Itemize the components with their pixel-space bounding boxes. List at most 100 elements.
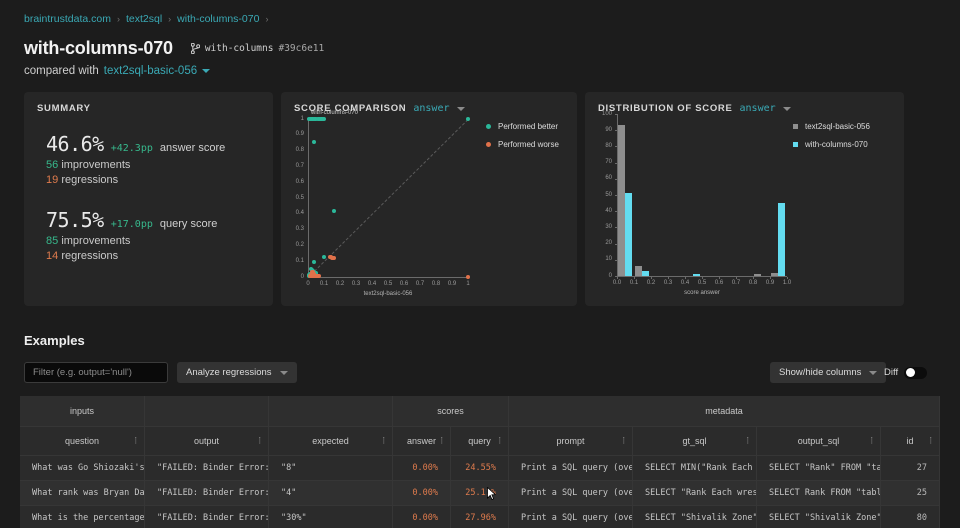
distribution-title-text: DISTRIBUTION OF SCORE (598, 103, 733, 114)
column-menu-kebab-icon[interactable]: ⁞ (622, 435, 625, 446)
distribution-metric-selector[interactable]: answer (739, 103, 776, 114)
column-menu-kebab-icon[interactable]: ⁞ (498, 435, 501, 446)
table-column-header-answer[interactable]: answer ⁞ (393, 427, 451, 456)
histogram-bar (754, 274, 761, 276)
table-cell-expected[interactable]: "4" (269, 481, 393, 506)
table-cell-gt_sql[interactable]: SELECT "Shivalik Zone" F… (633, 506, 757, 528)
answer-regressions-label: regressions (61, 174, 119, 186)
legend-item[interactable]: text2sql-basic-056 (793, 122, 870, 131)
branch-chip[interactable]: with-columns #39c6e11 (190, 43, 325, 54)
metric-answer-score: 46.6% +42.3pp answer score 56 improvemen… (24, 132, 273, 186)
table-cell-question[interactable]: What was Go Shiozaki's r… (20, 456, 145, 481)
table-cell-output_sql[interactable]: SELECT "Shivalik Zone"/(… (757, 506, 881, 528)
table-row[interactable]: What is the percentage o…"FAILED: Binder… (20, 506, 940, 528)
table-cell-output[interactable]: "FAILED: Binder Error: N… (145, 506, 269, 528)
column-menu-kebab-icon[interactable]: ⁞ (870, 435, 873, 446)
table-column-header-output[interactable]: output ⁞ (145, 427, 269, 456)
show-hide-columns-label: Show/hide columns (779, 367, 862, 378)
table-cell-output[interactable]: "FAILED: Binder Error: R… (145, 481, 269, 506)
y-tick-mark (615, 227, 617, 229)
table-cell-id[interactable]: 80 (881, 506, 940, 528)
table-column-header-question[interactable]: question ⁞ (20, 427, 145, 456)
table-cell-id[interactable]: 25 (881, 481, 940, 506)
breadcrumb-item-0[interactable]: braintrustdata.com (24, 13, 111, 25)
column-menu-kebab-icon[interactable]: ⁞ (929, 435, 932, 446)
distribution-legend: text2sql-basic-056 with-columns-070 (793, 122, 870, 158)
breadcrumb-item-2[interactable]: with-columns-070 (177, 13, 260, 25)
table-cell-question[interactable]: What is the percentage o… (20, 506, 145, 528)
distribution-title: DISTRIBUTION OF SCORE answer (585, 92, 904, 114)
table-cell-output[interactable]: "FAILED: Binder Error: R… (145, 456, 269, 481)
filter-input[interactable]: Filter (e.g. output='null') (24, 362, 168, 383)
table-cell-expected[interactable]: "30%" (269, 506, 393, 528)
table-column-header-row: question ⁞ output ⁞ expected ⁞ answer ⁞ query ⁞ pr… (20, 427, 940, 456)
table-cell-prompt[interactable]: Print a SQL query (over … (509, 481, 633, 506)
y-tick-label: 0 (300, 273, 304, 280)
scatter-point (465, 274, 471, 280)
legend-item[interactable]: Performed worse (486, 140, 559, 149)
chevron-down-icon[interactable] (202, 69, 211, 73)
table-cell-output_sql[interactable]: SELECT Rank FROM "table"… (757, 481, 881, 506)
column-menu-kebab-icon[interactable]: ⁞ (382, 435, 385, 446)
table-cell-answer[interactable]: 0.00% (393, 481, 451, 506)
table-cell-query[interactable]: 25.11% (451, 481, 509, 506)
x-tick-mark (634, 277, 635, 279)
column-menu-kebab-icon[interactable]: ⁞ (134, 435, 137, 446)
table-column-header-expected[interactable]: expected ⁞ (269, 427, 393, 456)
scatter-point (332, 256, 337, 261)
legend-label: Performed worse (498, 140, 559, 149)
table-column-header-output_sql[interactable]: output_sql ⁞ (757, 427, 881, 456)
legend-item[interactable]: Performed better (486, 122, 559, 131)
chevron-down-icon[interactable] (456, 106, 465, 111)
diff-toggle[interactable] (904, 366, 928, 379)
column-menu-kebab-icon[interactable]: ⁞ (746, 435, 749, 446)
table-column-header-label: question (64, 436, 100, 446)
git-branch-icon (190, 43, 200, 54)
table-cell-gt_sql[interactable]: SELECT "Rank Each wrestl… (633, 481, 757, 506)
query-regressions-count: 14 (46, 250, 59, 262)
y-tick-mark (615, 276, 617, 277)
metric-query-score: 75.5% +17.0pp query score 85 improvement… (24, 208, 273, 262)
breadcrumb-item-1[interactable]: text2sql (125, 13, 163, 25)
query-regressions-label: regressions (61, 250, 119, 262)
table-cell-expected[interactable]: "8" (269, 456, 393, 481)
table-row[interactable]: What was Go Shiozaki's r…"FAILED: Binder… (20, 456, 940, 481)
table-row[interactable]: What rank was Bryan Dani…"FAILED: Binder… (20, 481, 940, 506)
column-menu-kebab-icon[interactable]: ⁞ (440, 435, 443, 446)
chevron-down-icon (279, 370, 288, 375)
legend-item[interactable]: with-columns-070 (793, 140, 870, 149)
y-tick-mark (615, 178, 617, 180)
table-cell-question[interactable]: What rank was Bryan Dani… (20, 481, 145, 506)
table-column-header-gt_sql[interactable]: gt_sql ⁞ (633, 427, 757, 456)
table-column-header-label: output_sql (797, 436, 840, 446)
table-cell-output_sql[interactable]: SELECT "Rank" FROM "tabl… (757, 456, 881, 481)
y-tick-label: 1 (300, 115, 304, 122)
commit-hash: #39c6e11 (278, 43, 325, 54)
analyze-regressions-button[interactable]: Analyze regressions (177, 362, 297, 383)
table-cell-prompt[interactable]: Print a SQL query (over … (509, 456, 633, 481)
y-tick-label: 0 (608, 272, 612, 279)
score-comparison-metric-selector[interactable]: answer (413, 103, 450, 114)
show-hide-columns-button[interactable]: Show/hide columns (770, 362, 887, 383)
x-tick-mark (753, 277, 754, 279)
table-cell-answer[interactable]: 0.00% (393, 506, 451, 528)
y-tick-label: 60 (605, 175, 612, 182)
table-cell-id[interactable]: 27 (881, 456, 940, 481)
x-axis-label: text2sql-basic-056 (363, 291, 413, 297)
table-cell-answer[interactable]: 0.00% (393, 456, 451, 481)
table-cell-query[interactable]: 24.55% (451, 456, 509, 481)
table-column-header-prompt[interactable]: prompt ⁞ (509, 427, 633, 456)
chevron-down-icon[interactable] (782, 106, 791, 111)
x-tick-label: 0.3 (351, 281, 361, 287)
answer-score-label: answer score (159, 142, 226, 154)
compared-with-target[interactable]: text2sql-basic-056 (103, 65, 198, 77)
x-axis-line (308, 277, 468, 278)
table-cell-query[interactable]: 27.96% (451, 506, 509, 528)
table-column-header-id[interactable]: id ⁞ (881, 427, 940, 456)
table-cell-prompt[interactable]: Print a SQL query (over … (509, 506, 633, 528)
table-column-header-query[interactable]: query ⁞ (451, 427, 509, 456)
y-tick-label: 70 (605, 159, 612, 166)
table-cell-gt_sql[interactable]: SELECT MIN("Rank Each wr… (633, 456, 757, 481)
column-menu-kebab-icon[interactable]: ⁞ (258, 435, 261, 446)
x-axis-label: score answer (684, 290, 720, 296)
